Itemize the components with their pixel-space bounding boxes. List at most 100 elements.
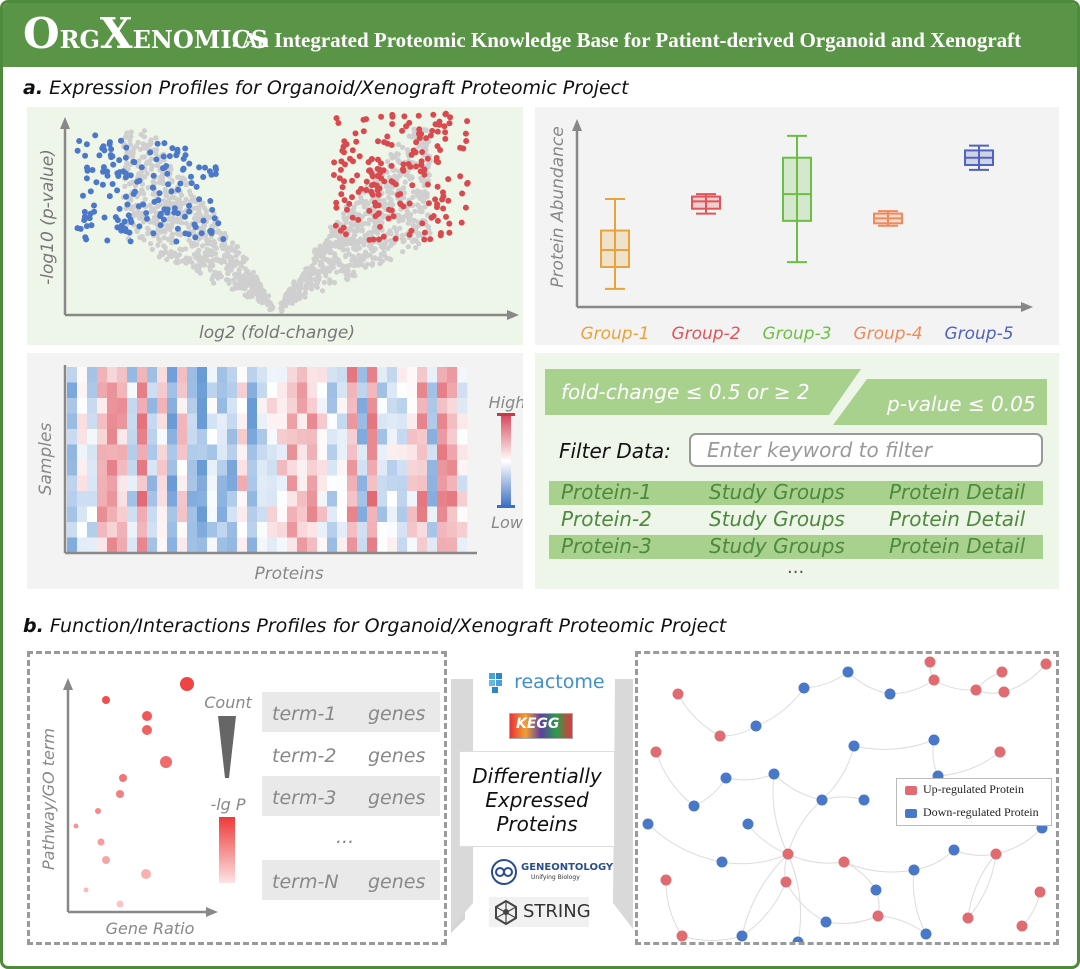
count-legend-wedge xyxy=(218,716,236,778)
term-label: term-3 xyxy=(272,787,337,809)
network-edge xyxy=(825,915,879,924)
heatmap-cell xyxy=(167,382,178,399)
volcano-point xyxy=(338,238,344,244)
heatmap-cell xyxy=(197,367,208,383)
volcano-point xyxy=(222,230,228,237)
table-cell-study-groups[interactable]: Study Groups xyxy=(709,507,845,531)
heatmap-cell xyxy=(437,460,448,476)
volcano-point xyxy=(209,260,215,266)
volcano-point-down xyxy=(110,161,117,168)
heatmap-cell xyxy=(187,506,198,523)
table-cell-study-groups[interactable]: Study Groups xyxy=(709,480,845,504)
heatmap-cell xyxy=(87,491,98,507)
table-cell-protein-detail[interactable]: Protein Detail xyxy=(889,480,1026,504)
heatmap-cell xyxy=(267,475,278,492)
volcano-point xyxy=(313,248,319,254)
heatmap-cell xyxy=(127,382,138,399)
p-value-filter-tag[interactable] xyxy=(833,379,1047,425)
volcano-point-down xyxy=(164,206,171,213)
table-cell-protein[interactable]: Protein-2 xyxy=(561,507,652,531)
heatmap-cell xyxy=(237,522,248,538)
heatmap-cell xyxy=(107,522,118,538)
volcano-point-down xyxy=(76,138,83,144)
heatmap-cell xyxy=(107,398,118,414)
table-cell-protein[interactable]: Protein-1 xyxy=(561,480,652,504)
heatmap-cell xyxy=(447,398,458,414)
volcano-point-down xyxy=(130,158,137,165)
heatmap-cell xyxy=(127,413,138,430)
box-y-label: Protein Abundance xyxy=(548,126,568,287)
filter-data-label: Filter Data: xyxy=(559,439,671,463)
table-cell-protein-detail[interactable]: Protein Detail xyxy=(889,534,1026,558)
heatmap-cell xyxy=(267,429,278,445)
volcano-point xyxy=(328,262,334,268)
volcano-point-up xyxy=(406,231,413,238)
volcano-point xyxy=(356,245,362,251)
heatmap-cell xyxy=(387,398,398,414)
heatmap-cell xyxy=(447,491,458,507)
term-row[interactable] xyxy=(262,860,440,900)
volcano-point xyxy=(363,198,369,205)
heatmap-cell xyxy=(457,413,468,430)
volcano-point xyxy=(176,197,182,203)
heatmap-cell xyxy=(277,537,288,554)
volcano-point-down xyxy=(186,160,193,167)
term-row[interactable] xyxy=(262,692,440,732)
volcano-point xyxy=(316,274,322,280)
down-regulated-node xyxy=(928,734,940,746)
table-cell-study-groups[interactable]: Study Groups xyxy=(709,534,845,558)
box-category-label: Group-5 xyxy=(944,324,1013,344)
filter-keyword-input[interactable]: Enter keyword to filter xyxy=(689,433,1043,467)
heatmap-cell xyxy=(147,506,158,523)
volcano-point xyxy=(370,255,376,261)
heatmap-cell xyxy=(237,413,248,430)
table-row[interactable] xyxy=(549,481,1043,505)
volcano-point-up xyxy=(389,121,396,127)
volcano-point-up xyxy=(336,175,343,182)
volcano-dots xyxy=(74,110,471,314)
volcano-point xyxy=(397,173,403,179)
heatmap-cell xyxy=(377,444,388,461)
volcano-point-up xyxy=(376,236,382,243)
volcano-point xyxy=(170,215,176,221)
volcano-point xyxy=(332,251,338,257)
heatmap-cell xyxy=(357,429,368,445)
volcano-point-up xyxy=(390,213,397,220)
heatmap-cell xyxy=(307,413,318,430)
volcano-point xyxy=(203,208,209,214)
table-row[interactable] xyxy=(549,535,1043,559)
volcano-point-down xyxy=(136,177,143,184)
heatmap-cell xyxy=(237,460,248,476)
network-edge xyxy=(741,853,789,937)
term-row[interactable] xyxy=(262,776,440,816)
heatmap-cell xyxy=(187,429,198,445)
heatmap-cell xyxy=(207,460,218,476)
volcano-point xyxy=(215,228,221,234)
heatmap-cell xyxy=(197,522,208,538)
fold-change-filter-tag[interactable] xyxy=(545,369,861,415)
heatmap-cell xyxy=(167,413,178,430)
heatmap-cell xyxy=(267,398,278,414)
table-cell-protein-detail[interactable]: Protein Detail xyxy=(889,507,1026,531)
volcano-point xyxy=(422,204,428,210)
heatmap-cell xyxy=(307,537,318,554)
heatmap-cell xyxy=(137,444,148,461)
volcano-point-up xyxy=(433,154,440,161)
volcano-point xyxy=(346,226,353,232)
volcano-point xyxy=(417,204,423,211)
volcano-point xyxy=(127,181,133,187)
heatmap-cell xyxy=(277,444,288,461)
volcano-point xyxy=(244,271,250,277)
heatmap-cell xyxy=(397,382,408,399)
volcano-point xyxy=(397,225,403,231)
volcano-point-down xyxy=(196,196,203,203)
volcano-point-up xyxy=(388,178,395,185)
volcano-point-up xyxy=(330,172,337,178)
volcano-point-up xyxy=(406,119,413,126)
heatmap-cell xyxy=(277,460,288,476)
heatmap-cell xyxy=(397,429,408,445)
table-more-ellipsis: ... xyxy=(787,557,805,578)
heatmap-cell xyxy=(397,398,408,414)
table-cell-protein[interactable]: Protein-3 xyxy=(561,534,652,558)
